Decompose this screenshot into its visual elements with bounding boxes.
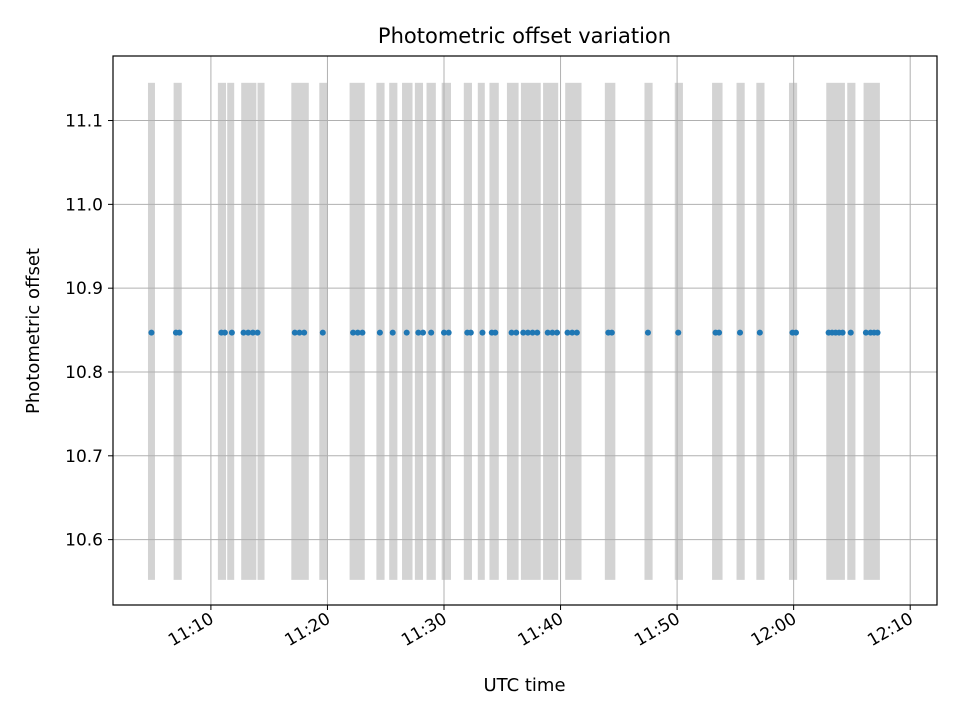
data-point xyxy=(862,329,869,336)
data-point xyxy=(573,329,580,336)
data-point xyxy=(644,329,651,336)
data-point xyxy=(228,329,235,336)
data-point xyxy=(756,329,763,336)
y-tick-label: 10.8 xyxy=(65,363,103,383)
data-point xyxy=(839,329,846,336)
data-point xyxy=(847,329,854,336)
data-point xyxy=(389,329,396,336)
y-tick-label: 11.1 xyxy=(65,112,103,132)
data-point xyxy=(737,329,744,336)
y-tick-label: 11.0 xyxy=(65,195,103,215)
data-point xyxy=(549,329,556,336)
data-point xyxy=(249,329,256,336)
data-point xyxy=(350,329,357,336)
observation-band xyxy=(257,82,265,580)
y-tick-label: 10.7 xyxy=(65,447,103,467)
data-point xyxy=(359,329,366,336)
data-point xyxy=(544,329,551,336)
data-point xyxy=(716,329,723,336)
data-point xyxy=(492,329,499,336)
data-point xyxy=(245,329,252,336)
data-point xyxy=(569,329,576,336)
data-point xyxy=(291,329,298,336)
data-point xyxy=(554,329,561,336)
data-point xyxy=(428,329,435,336)
data-point xyxy=(534,329,541,336)
data-point xyxy=(301,329,308,336)
plot-frame xyxy=(112,55,938,606)
data-point xyxy=(176,329,183,336)
data-point xyxy=(874,329,881,336)
data-point xyxy=(513,329,520,336)
data-point xyxy=(792,329,799,336)
y-axis-ticks: 10.6 10.7 10.8 10.9 11.0 11.1 xyxy=(65,112,113,551)
data-point xyxy=(254,329,261,336)
data-point xyxy=(479,329,486,336)
data-point xyxy=(296,329,303,336)
data-point xyxy=(415,329,422,336)
data-point xyxy=(148,329,155,336)
data-point xyxy=(520,329,527,336)
data-point xyxy=(675,329,682,336)
data-point xyxy=(608,329,615,336)
data-points xyxy=(148,329,881,336)
data-point xyxy=(440,329,447,336)
y-axis-label: Photometric offset xyxy=(23,248,44,414)
data-point xyxy=(376,329,383,336)
data-point xyxy=(524,329,531,336)
data-point xyxy=(240,329,247,336)
y-tick-label: 10.6 xyxy=(65,531,103,551)
y-tick-label: 10.9 xyxy=(65,279,103,299)
data-point xyxy=(467,329,474,336)
data-point xyxy=(564,329,571,336)
data-point xyxy=(529,329,536,336)
data-point xyxy=(221,329,228,336)
x-axis-label: UTC time xyxy=(483,675,565,696)
chart-title: Photometric offset variation xyxy=(378,24,671,48)
data-point xyxy=(319,329,326,336)
data-point xyxy=(445,329,452,336)
data-point xyxy=(420,329,427,336)
data-point xyxy=(403,329,410,336)
data-point xyxy=(508,329,515,336)
data-point xyxy=(354,329,361,336)
